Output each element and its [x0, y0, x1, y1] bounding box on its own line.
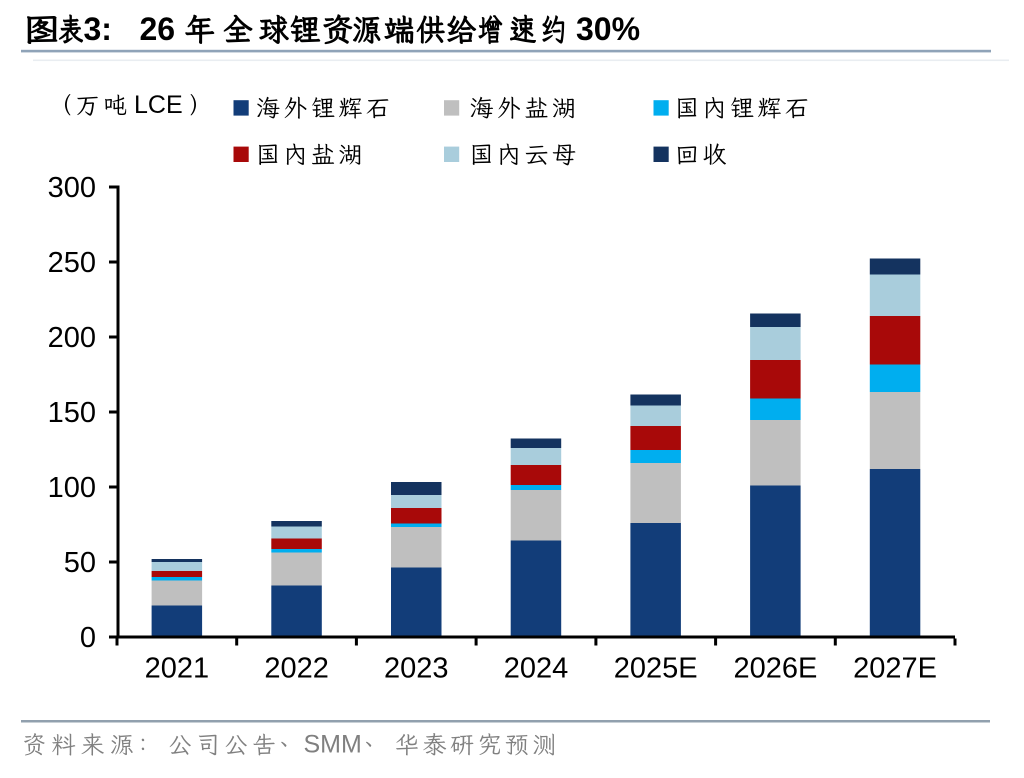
svg-text:2027E: 2027E — [853, 653, 937, 685]
svg-text:0: 0 — [80, 622, 96, 654]
svg-text:26: 26 — [140, 11, 176, 47]
svg-text:50: 50 — [64, 547, 96, 579]
svg-text:100: 100 — [48, 472, 96, 504]
svg-text:2025E: 2025E — [614, 653, 698, 685]
svg-text:30%: 30% — [576, 11, 640, 47]
svg-text:200: 200 — [48, 322, 96, 354]
svg-text:2023: 2023 — [384, 653, 449, 685]
svg-text:SMM: SMM — [304, 731, 362, 759]
svg-text:LCE: LCE — [134, 91, 183, 119]
svg-text:2026E: 2026E — [733, 653, 817, 685]
svg-text:2022: 2022 — [264, 653, 329, 685]
svg-text:150: 150 — [48, 397, 96, 429]
svg-text:2024: 2024 — [504, 653, 569, 685]
svg-text:300: 300 — [48, 172, 96, 204]
svg-text:250: 250 — [48, 247, 96, 279]
svg-text:2021: 2021 — [145, 653, 210, 685]
svg-text:3:: 3: — [84, 11, 112, 47]
